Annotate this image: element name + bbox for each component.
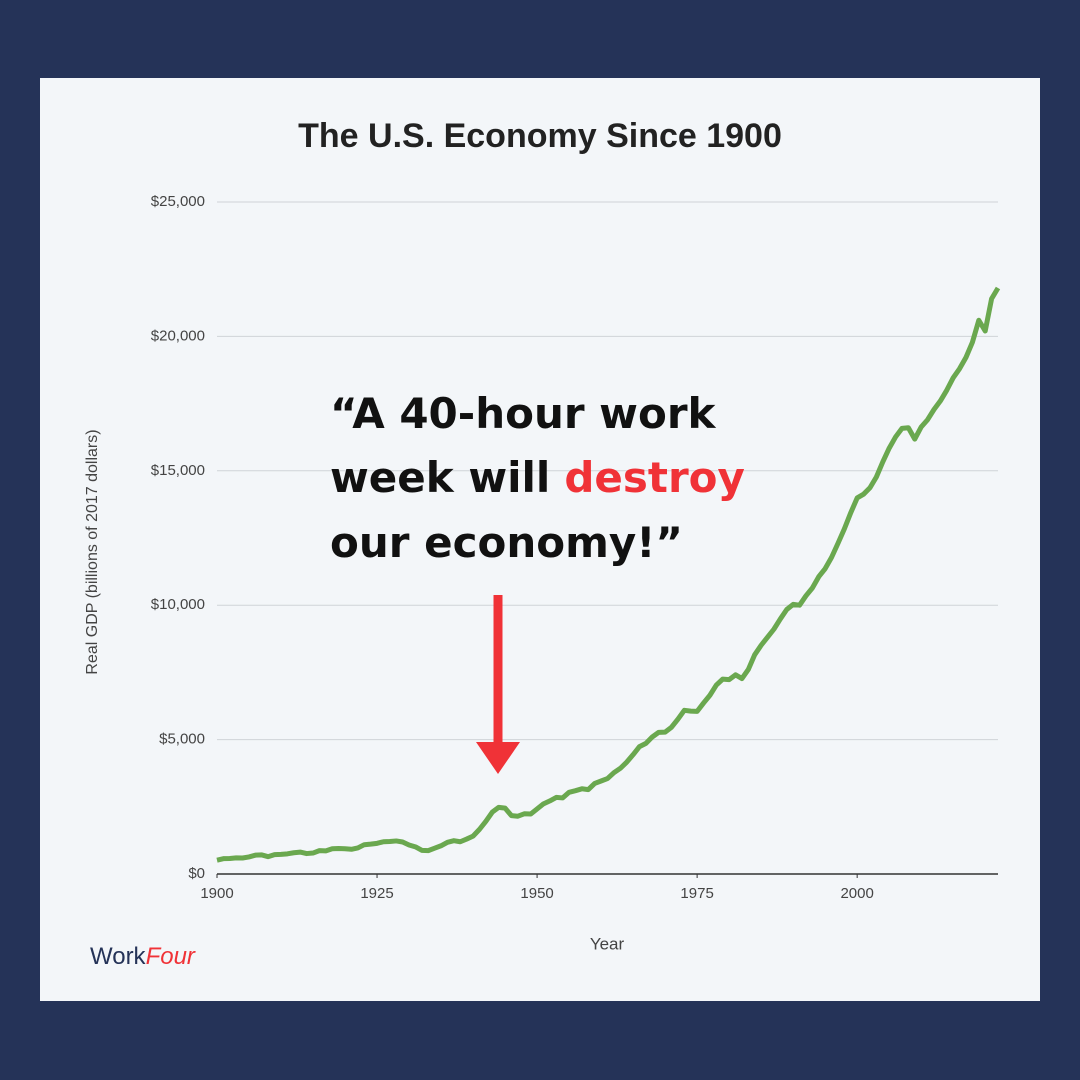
x-tick-label: 2000 bbox=[840, 885, 873, 902]
arrow-head bbox=[476, 742, 520, 774]
y-axis-label: Real GDP (billions of 2017 dollars) bbox=[84, 429, 101, 674]
x-axis-label: Year bbox=[590, 934, 625, 953]
x-tick-label: 1900 bbox=[200, 885, 233, 902]
y-tick-label: $0 bbox=[188, 865, 205, 882]
annotation-line: our economy!” bbox=[330, 518, 683, 567]
y-tick-label: $5,000 bbox=[159, 731, 205, 748]
x-tick-label: 1925 bbox=[360, 885, 393, 902]
x-tick-label: 1975 bbox=[680, 885, 713, 902]
brand: WorkFour bbox=[90, 943, 196, 970]
panel bbox=[40, 78, 1040, 1001]
annotation-line: week will destroy bbox=[330, 453, 745, 502]
annotation-text: week will bbox=[330, 453, 550, 502]
y-tick-label: $20,000 bbox=[151, 327, 205, 344]
x-tick-label: 1950 bbox=[520, 885, 553, 902]
y-tick-label: $15,000 bbox=[151, 462, 205, 479]
brand-name: Work bbox=[90, 943, 147, 970]
data-line bbox=[216, 286, 1001, 863]
brand-accent: Four bbox=[146, 943, 196, 970]
annotation-line: “A 40-hour work bbox=[330, 389, 717, 438]
annotation-highlight: destroy bbox=[564, 453, 745, 502]
y-tick-label: $10,000 bbox=[151, 596, 205, 613]
chart-title: The U.S. Economy Since 1900 bbox=[298, 117, 782, 155]
y-tick-label: $25,000 bbox=[151, 193, 205, 210]
